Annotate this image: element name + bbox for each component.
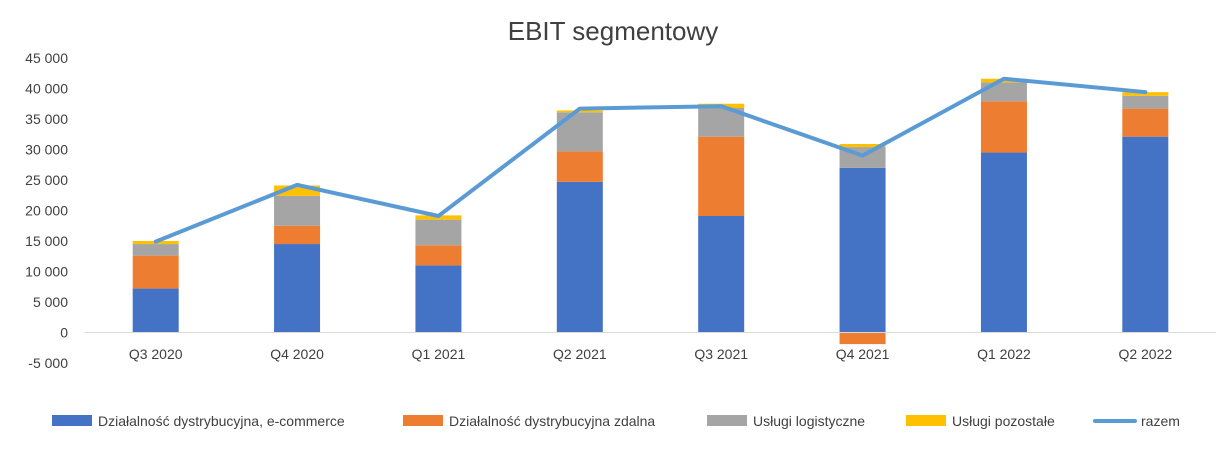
y-tick-label: 5 000: [33, 294, 68, 310]
bar-segment: [698, 136, 745, 216]
bar-segment: [1122, 136, 1169, 333]
bar-segment: [556, 181, 603, 333]
legend-swatch: [707, 415, 747, 426]
bar-segment: [839, 332, 886, 345]
legend: Działalność dystrybucyjna, e-commerce Dzi…: [52, 413, 1180, 429]
y-tick-label: 15 000: [25, 233, 68, 249]
y-tick-label: 25 000: [25, 172, 68, 188]
x-tick-label: Q2 2021: [553, 346, 607, 362]
bar-segment: [556, 110, 603, 113]
y-tick-label: 0: [60, 325, 68, 341]
bar-segment: [1122, 95, 1169, 109]
y-axis-labels: -5 000 0 5 000 10 000 15 000 20 000 25 000 30 0…: [25, 50, 68, 371]
x-tick-label: Q4 2021: [836, 346, 890, 362]
bar-segment: [415, 219, 462, 246]
bar-segment: [698, 215, 745, 333]
bar-segment: [132, 288, 179, 333]
bar-segment: [415, 245, 462, 266]
x-tick-label: Q3 2021: [694, 346, 748, 362]
legend-label: Działalność dystrybucyjna, e-commerce: [98, 413, 345, 429]
legend-swatch: [906, 415, 946, 426]
bar-segment: [132, 244, 179, 256]
x-tick-label: Q4 2020: [270, 346, 324, 362]
x-tick-label: Q3 2020: [129, 346, 183, 362]
bar-segment: [556, 151, 603, 182]
legend-label: razem: [1141, 413, 1180, 429]
legend-label: Usługi logistyczne: [753, 413, 865, 429]
bar-segment: [1122, 108, 1169, 137]
legend-label: Działalność dystrybucyjna zdalna: [449, 413, 655, 429]
x-tick-label: Q2 2022: [1118, 346, 1172, 362]
bar-segment: [839, 144, 886, 148]
legend-swatch: [403, 415, 443, 426]
bar-segment: [274, 225, 321, 245]
bar-segment: [274, 185, 321, 196]
x-axis-labels: Q3 2020 Q4 2020 Q1 2021 Q2 2021 Q3 2021 Q4 20…: [129, 346, 1173, 362]
bar-segment: [415, 265, 462, 333]
y-tick-label: 45 000: [25, 50, 68, 66]
legend-label: Usługi pozostałe: [952, 413, 1055, 429]
y-tick-label: 35 000: [25, 111, 68, 127]
legend-swatch: [52, 415, 92, 426]
bar-segment: [839, 167, 886, 333]
bars-layer: [132, 78, 1169, 345]
x-tick-label: Q1 2021: [412, 346, 466, 362]
y-tick-label: -5 000: [28, 355, 68, 371]
bar-segment: [980, 101, 1027, 153]
y-tick-label: 10 000: [25, 264, 68, 280]
bar-segment: [274, 244, 321, 333]
chart-title: EBIT segmentowy: [507, 16, 719, 46]
y-tick-label: 40 000: [25, 81, 68, 97]
series-line-razem: [153, 76, 1148, 244]
bar-segment: [980, 152, 1027, 333]
y-tick-label: 20 000: [25, 203, 68, 219]
line-layer: [153, 76, 1148, 244]
x-tick-label: Q1 2022: [977, 346, 1031, 362]
bar-segment: [274, 195, 321, 226]
bar-segment: [556, 112, 603, 152]
y-tick-label: 30 000: [25, 142, 68, 158]
bar-segment: [132, 255, 179, 289]
